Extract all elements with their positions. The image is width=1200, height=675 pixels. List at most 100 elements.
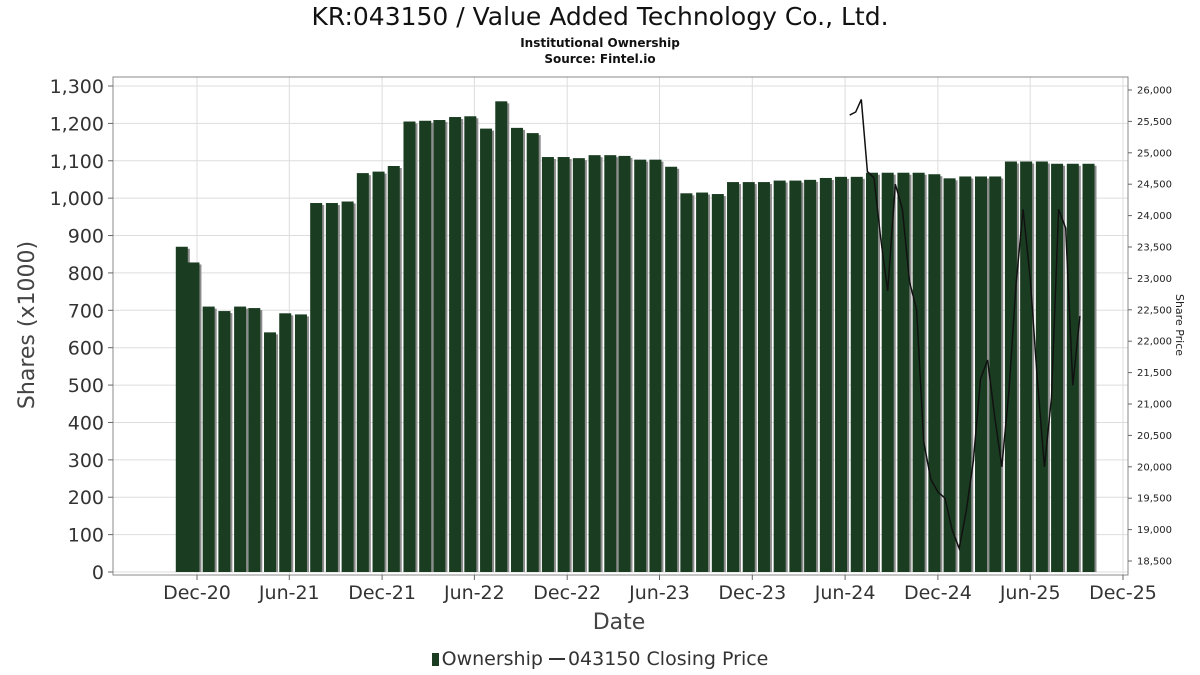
- y-tick-label: 600: [68, 338, 104, 360]
- ownership-bar: [865, 172, 878, 573]
- right-axis-ticks: 18,500 19,000 19,500 20,000 20,500 21,000 21,5…: [1128, 86, 1172, 568]
- ownership-bar: [680, 193, 693, 573]
- chart-subtitle: Institutional Ownership: [520, 36, 680, 50]
- ownership-bar: [264, 332, 277, 572]
- ownership-bar: [757, 182, 770, 572]
- y-tick-label: 200: [68, 487, 104, 509]
- ownership-bar: [541, 157, 554, 572]
- x-tick-label: Jun-24: [814, 582, 876, 604]
- ownership-bar: [341, 201, 354, 572]
- ownership-bar: [480, 128, 493, 572]
- ownership-bar: [356, 173, 369, 573]
- ownership-bar: [804, 179, 817, 572]
- y2-tick-label: 25,000: [1137, 148, 1172, 159]
- ownership-bar: [959, 176, 972, 572]
- ownership-legend-label: Ownership: [441, 648, 543, 670]
- ownership-bar: [1051, 163, 1064, 572]
- ownership-bar: [510, 127, 523, 573]
- x-axis-label: Date: [593, 610, 646, 635]
- ownership-bar: [175, 246, 188, 572]
- y-tick-label: 700: [68, 300, 104, 322]
- x-tick-label: Dec-25: [1089, 582, 1157, 604]
- ownership-bar: [218, 311, 231, 572]
- ownership-bar: [711, 194, 724, 572]
- plot-area-frame: [112, 76, 1129, 576]
- chart-legend: Ownership 043150 Closing Price: [0, 648, 1200, 670]
- ownership-bar: [495, 101, 508, 572]
- ownership-bars: [175, 101, 1097, 573]
- x-tick-label: Dec-24: [904, 582, 972, 604]
- x-axis-ticks: Dec-20 Jun-21 Dec-21 Jun-22 Dec-22 Jun-23 Dec-…: [163, 575, 1157, 604]
- ownership-bar: [187, 262, 200, 572]
- price-line: [849, 99, 1081, 552]
- ownership-bar: [912, 172, 925, 573]
- y-tick-label: 100: [68, 525, 104, 547]
- y-tick-label: 900: [68, 226, 104, 248]
- y2-tick-label: 18,500: [1137, 557, 1172, 568]
- y-tick-label: 500: [68, 375, 104, 397]
- x-tick-label: Dec-22: [533, 582, 601, 604]
- ownership-bar: [464, 116, 477, 572]
- ownership-bar: [1066, 163, 1079, 572]
- ownership-bar: [310, 203, 323, 572]
- ownership-bar: [789, 180, 802, 573]
- ownership-bar: [618, 155, 631, 572]
- left-axis-ticks: 0 100 200 300 400 500 600 700 800 900 1,000 1,100 1,…: [50, 76, 113, 584]
- x-tick-label: Dec-20: [163, 582, 231, 604]
- ownership-bar: [588, 155, 601, 572]
- ownership-bar: [279, 313, 292, 572]
- ownership-bar: [557, 157, 570, 572]
- y2-tick-label: 22,500: [1137, 305, 1172, 316]
- ownership-legend-swatch: [431, 653, 439, 666]
- y2-tick-label: 20,500: [1137, 431, 1172, 442]
- y-tick-label: 0: [92, 562, 104, 584]
- ownership-bar: [727, 182, 740, 572]
- ownership-bar: [850, 176, 863, 573]
- y-tick-label: 800: [68, 263, 104, 285]
- ownership-bar: [928, 174, 941, 572]
- ownership-bar: [943, 178, 956, 572]
- ownership-bar: [897, 172, 910, 573]
- ownership-bar: [526, 133, 539, 572]
- ownership-bar: [372, 171, 385, 572]
- x-tick-label: Dec-21: [348, 582, 416, 604]
- ownership-bar: [294, 314, 307, 572]
- x-tick-label: Jun-22: [443, 582, 505, 604]
- x-tick-label: Jun-25: [999, 582, 1061, 604]
- y2-tick-label: 24,500: [1137, 180, 1172, 191]
- ownership-bar: [665, 166, 678, 572]
- ownership-bar: [634, 159, 647, 572]
- y2-tick-label: 21,000: [1137, 400, 1172, 411]
- y2-tick-label: 19,000: [1137, 525, 1172, 536]
- price-line-group: [849, 99, 1081, 552]
- y-tick-label: 1,000: [50, 188, 104, 210]
- price-legend-label: 043150 Closing Price: [567, 648, 769, 670]
- ownership-bar: [202, 306, 215, 572]
- ownership-bar: [234, 306, 247, 572]
- price-legend-swatch: [548, 658, 565, 660]
- chart-source: Source: Fintel.io: [544, 52, 656, 66]
- y-axis-label: Shares (x1000): [15, 241, 40, 409]
- y2-tick-label: 26,000: [1137, 86, 1172, 97]
- ownership-bar: [1020, 161, 1033, 573]
- ownership-bar: [325, 203, 338, 572]
- ownership-bar: [989, 176, 1002, 572]
- y2-tick-label: 19,500: [1137, 494, 1172, 505]
- chart-title: KR:043150 / Value Added Technology Co., …: [311, 2, 889, 31]
- ownership-bar: [449, 117, 462, 572]
- ownership-bar: [773, 180, 786, 573]
- y2-tick-label: 25,500: [1137, 117, 1172, 128]
- ownership-bar: [819, 177, 832, 572]
- ownership-bar: [403, 121, 416, 572]
- y-tick-label: 400: [68, 412, 104, 434]
- y2-tick-label: 23,500: [1137, 243, 1172, 254]
- y2-tick-label: 21,500: [1137, 368, 1172, 379]
- ownership-bar: [433, 120, 446, 573]
- ownership-bar: [1082, 163, 1095, 572]
- x-tick-label: Dec-23: [718, 582, 786, 604]
- x-tick-label: Jun-23: [628, 582, 690, 604]
- y-tick-label: 1,300: [50, 76, 104, 98]
- ownership-bar: [387, 166, 400, 572]
- x-tick-label: Jun-21: [258, 582, 320, 604]
